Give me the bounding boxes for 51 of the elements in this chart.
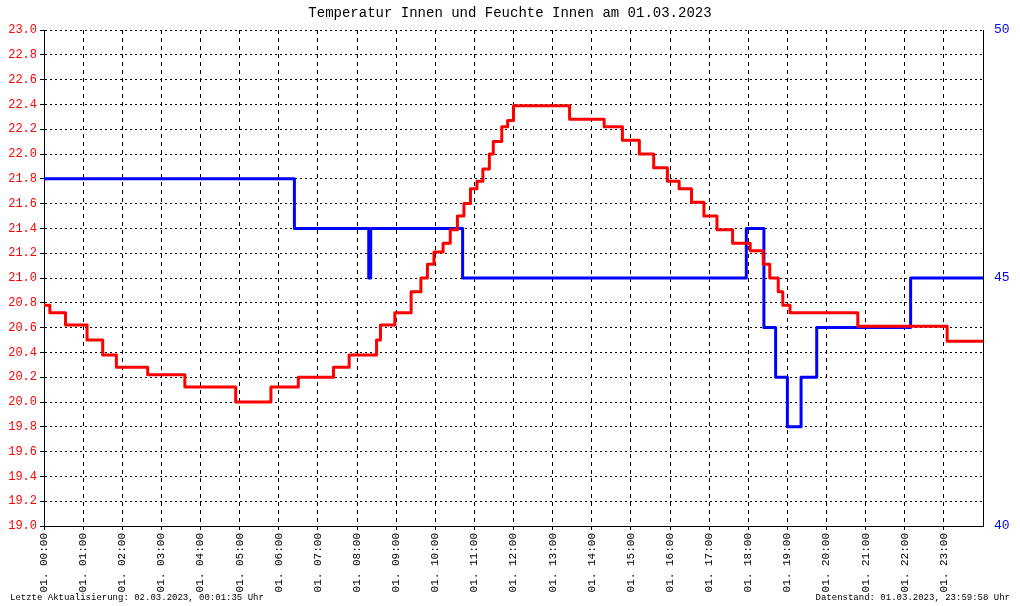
x-tick-label: 01. 21:00 xyxy=(859,533,872,593)
y-tick-label: 20.8 xyxy=(8,295,37,310)
y-tick-label: 21.8 xyxy=(8,171,37,186)
y-tick-label: 22.2 xyxy=(8,122,37,137)
y2-tick-label: 50 xyxy=(994,22,1010,38)
y-tick-label: 19.2 xyxy=(8,494,37,509)
x-tick-label: 01. 22:00 xyxy=(898,533,911,593)
x-tick-label: 01. 20:00 xyxy=(820,533,833,593)
x-tick-label: 01. 09:00 xyxy=(390,533,403,593)
y-tick-label: 20.6 xyxy=(8,320,37,335)
x-tick-label: 01. 08:00 xyxy=(350,533,363,593)
y-tick-label: 20.0 xyxy=(8,395,37,410)
x-tick-label: 01. 06:00 xyxy=(272,533,285,593)
y-tick-label: 19.6 xyxy=(8,444,37,459)
y-tick-label: 21.0 xyxy=(8,271,37,286)
x-tick-label: 01. 04:00 xyxy=(194,533,207,593)
x-tick-label: 01. 17:00 xyxy=(703,533,716,593)
x-tick-label: 01. 01:00 xyxy=(77,533,90,593)
x-tick-label: 01. 15:00 xyxy=(624,533,637,593)
y-tick-label: 22.6 xyxy=(8,72,37,87)
y-tick-label: 21.6 xyxy=(8,196,37,211)
y-tick-label: 19.0 xyxy=(8,519,37,534)
chart-title: Temperatur Innen und Feuchte Innen am 01.03.2023 xyxy=(308,5,712,21)
y-tick-label: 19.8 xyxy=(8,419,37,434)
x-tick-label: 01. 03:00 xyxy=(155,533,168,593)
y-tick-label: 19.4 xyxy=(8,469,37,484)
y-tick-label: 21.2 xyxy=(8,246,37,261)
x-tick-label: 01. 11:00 xyxy=(468,533,481,593)
x-tick-label: 01. 14:00 xyxy=(585,533,598,593)
x-tick-label: 01. 10:00 xyxy=(429,533,442,593)
x-tick-label: 01. 07:00 xyxy=(311,533,324,593)
y-tick-label: 23.0 xyxy=(8,23,37,38)
y-tick-label: 22.0 xyxy=(8,147,37,162)
x-tick-label: 01. 19:00 xyxy=(781,533,794,593)
x-tick-label: 01. 00:00 xyxy=(37,533,50,593)
y-tick-label: 22.4 xyxy=(8,97,37,112)
x-tick-label: 01. 05:00 xyxy=(233,533,246,593)
x-tick-label: 01. 16:00 xyxy=(663,533,676,593)
x-tick-label: 01. 13:00 xyxy=(546,533,559,593)
y-tick-label: 22.8 xyxy=(8,47,37,62)
y-tick-label: 21.4 xyxy=(8,221,37,236)
text: Datenstand: 01.03.2023, 23:59:58 Uhr xyxy=(815,593,1010,603)
x-tick-label: 01. 12:00 xyxy=(507,533,520,593)
x-tick-label: 01. 23:00 xyxy=(937,533,950,593)
y2-tick-label: 45 xyxy=(994,270,1010,286)
y2-tick-label: 40 xyxy=(994,518,1010,534)
y-tick-label: 20.4 xyxy=(8,345,37,360)
y-tick-label: 20.2 xyxy=(8,370,37,385)
x-tick-label: 01. 02:00 xyxy=(116,533,129,593)
x-tick-label: 01. 18:00 xyxy=(742,533,755,593)
text: Letzte Aktualisierung: 02.03.2023, 00:01:35 Uhr xyxy=(10,593,264,603)
